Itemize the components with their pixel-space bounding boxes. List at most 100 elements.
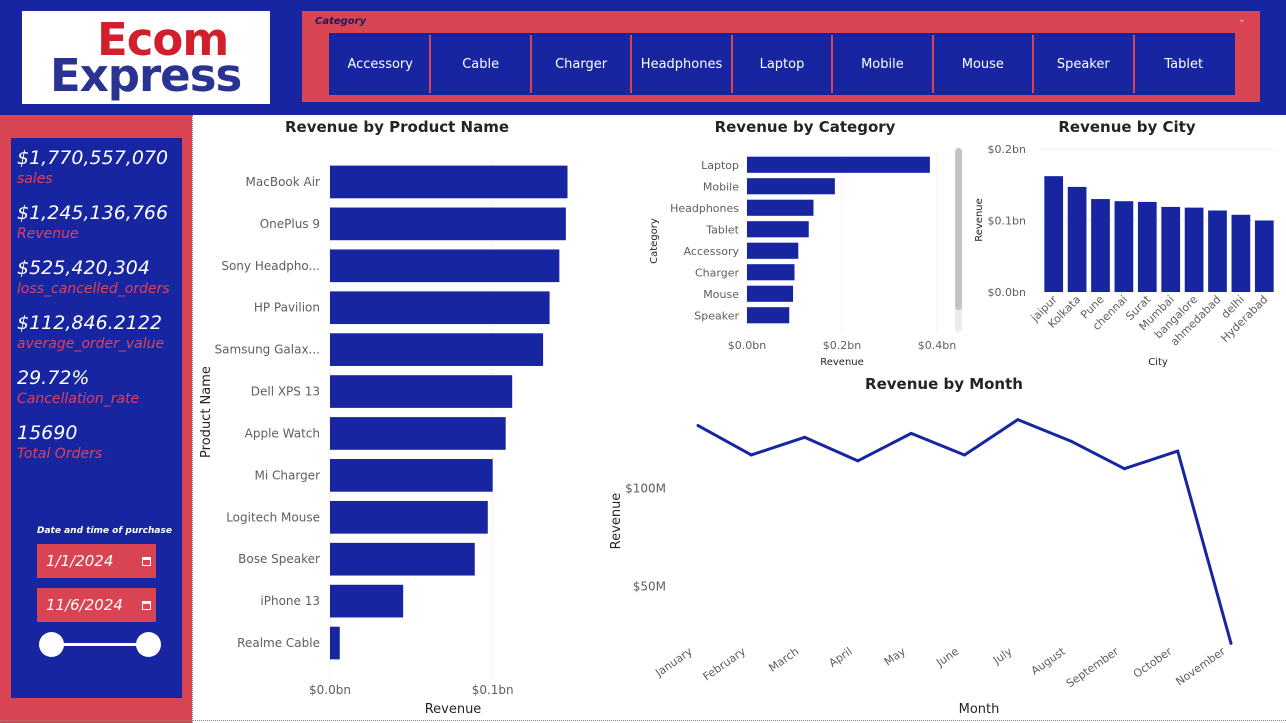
kpi-value: $525,420,304 [17,257,150,279]
date-range-start-handle[interactable] [39,632,64,657]
chart-title: Revenue by City [1058,118,1195,136]
kpi-sales: $1,770,557,070 sales [17,146,168,188]
category-slicer-title: Category [315,16,367,27]
date-filter-title: Date and time of purchase [37,526,172,536]
end-date-value: 11/6/2024 [46,596,123,614]
divider [192,115,193,723]
bar [330,375,513,408]
date-range-end-handle[interactable] [136,632,161,657]
bar [747,307,790,324]
x-tick-label: $0.4bn [918,339,956,352]
y-tick-label: Tablet [705,223,739,236]
calendar-icon[interactable] [142,601,151,610]
bar [330,542,475,576]
y-axis-title: Product Name [199,366,214,458]
x-tick-label: February [701,645,749,684]
y-tick-label: Sony Headpho... [221,259,320,273]
bar [1184,207,1204,292]
category-button-accessory[interactable]: Accessory [331,35,432,93]
bar [330,249,560,283]
y-tick-label: Headphones [670,202,739,215]
kpi-total-orders: 15690 Total Orders [17,421,102,463]
y-tick-label: $0.2bn [988,143,1026,156]
x-tick-label: June [933,645,961,670]
logo-text-ecom: Ecom [97,13,229,66]
y-tick-label: $0.0bn [988,286,1026,299]
category-button-speaker[interactable]: Speaker [1034,35,1135,93]
category-slicer: Category ⌄ Accessory Cable Charger Headphon… [302,11,1260,102]
bar [1254,220,1274,292]
data-point [1176,449,1180,453]
kpi-sidebar: $1,770,557,070 sales $1,245,136,766 Reve… [0,115,192,723]
y-tick-label: Accessory [684,245,740,258]
y-tick-label: Dell XPS 13 [251,385,320,399]
x-tick-label: August [1029,644,1069,677]
kpi-cancellation-rate: 29.72% Cancellation_rate [17,366,139,408]
end-date-input[interactable]: 11/6/2024 [37,588,156,622]
series-line [697,418,1233,644]
category-button-charger[interactable]: Charger [531,35,633,93]
bar [1091,199,1110,292]
bar [330,291,550,325]
category-button-headphones[interactable]: Headphones [632,35,733,93]
y-tick-label: Samsung Galax... [215,343,320,357]
category-button-cable[interactable]: Cable [431,35,532,93]
date-range-slider-track[interactable] [51,643,148,646]
bar [1044,176,1064,292]
y-tick-label: MacBook Air [246,175,321,189]
x-axis-title: City [1148,357,1168,368]
y-tick-label: Laptop [701,159,739,172]
calendar-icon[interactable] [142,557,151,566]
x-tick-label: January [652,645,695,680]
y-tick-label: $50M [633,579,666,593]
bar [330,459,493,492]
x-tick-label: October [1131,645,1175,681]
category-button-mouse[interactable]: Mouse [933,35,1035,93]
logo-text-express: Express [50,49,242,102]
bar [1114,201,1134,292]
data-point [749,453,753,457]
category-button-tablet[interactable]: Tablet [1134,35,1233,93]
kpi-value: 15690 [17,422,78,444]
kpi-label: average_order_value [17,336,165,352]
x-tick-label: $0.0bn [728,339,766,352]
bar [1067,186,1087,292]
y-tick-label: HP Pavilion [254,301,320,315]
y-tick-label: Mi Charger [255,468,321,482]
y-tick-label: Apple Watch [245,426,320,440]
bar [330,207,566,241]
x-tick-label: April [827,645,855,670]
x-tick-label: $0.1bn [472,683,514,697]
y-tick-label: Realme Cable [237,636,320,650]
start-date-value: 1/1/2024 [46,552,114,570]
data-point [1069,439,1073,443]
category-button-laptop[interactable]: Laptop [732,35,834,93]
bar [330,333,544,366]
x-tick-label: May [882,645,908,669]
kpi-label: loss_cancelled_orders [17,281,170,297]
category-buttons: Accessory Cable Charger Headphones Laptop Mob… [329,33,1235,95]
bar [330,165,568,199]
start-date-input[interactable]: 1/1/2024 [37,544,156,578]
data-point [1016,418,1020,422]
x-tick-label: November [1173,645,1228,689]
bar [330,584,404,618]
bar [1208,210,1227,292]
bar [1161,206,1181,292]
x-tick-label: March [766,645,801,675]
data-point [856,459,860,463]
data-point [909,431,913,435]
bar [747,156,930,173]
bar [330,417,506,450]
y-tick-label: $0.1bn [988,215,1026,228]
kpi-revenue: $1,245,136,766 Revenue [17,201,168,243]
y-tick-label: iPhone 13 [260,594,320,608]
chart-title: Revenue by Month [865,375,1023,393]
kpi-loss-cancelled-orders: $525,420,304 loss_cancelled_orders [17,256,170,298]
chevron-down-icon[interactable]: ⌄ [1237,14,1246,25]
bar [330,500,488,534]
category-button-mobile[interactable]: Mobile [833,35,934,93]
y-axis-title: Revenue [974,198,985,242]
bar [747,199,814,216]
x-axis-title: Revenue [820,357,864,368]
